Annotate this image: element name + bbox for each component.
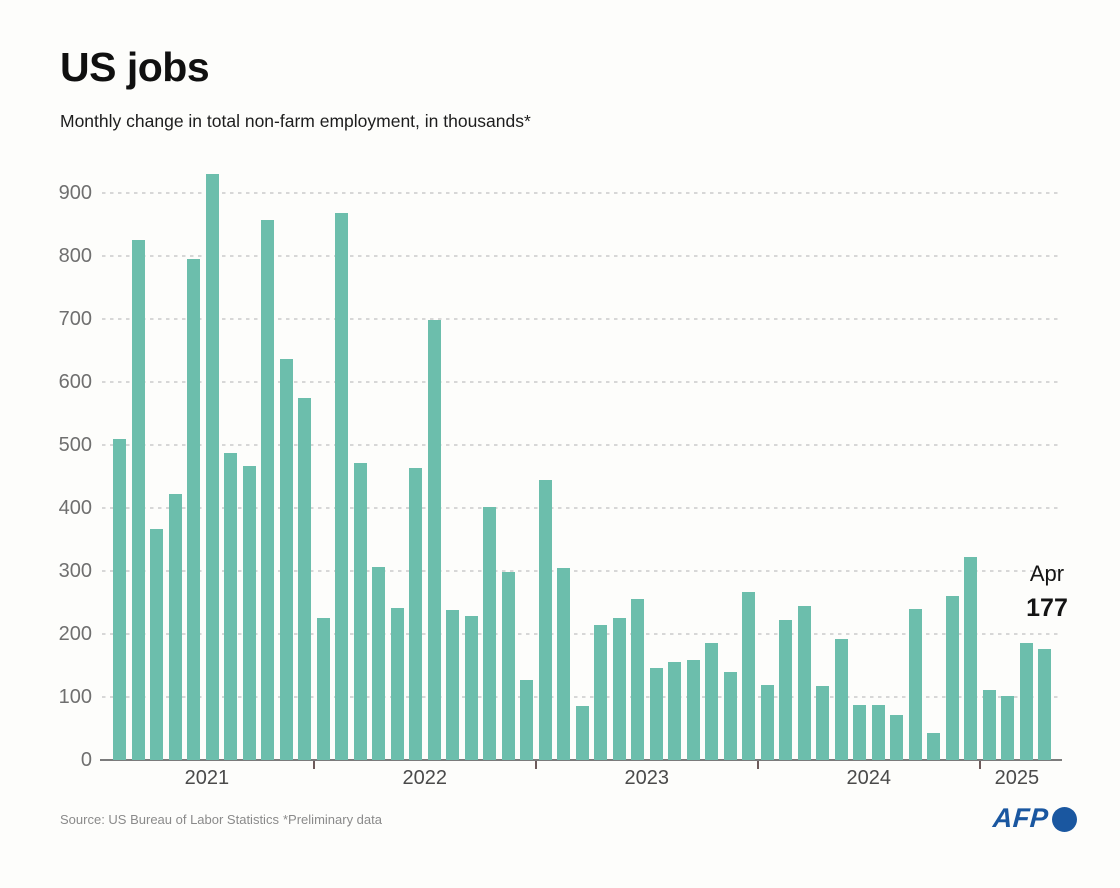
bar-apr-2025 bbox=[1038, 648, 1051, 760]
gridline-200 bbox=[102, 633, 1062, 635]
bar-jun-2023 bbox=[631, 599, 644, 760]
bar-oct-2022 bbox=[483, 507, 496, 760]
bar-aug-2022 bbox=[446, 610, 459, 760]
bar-mar-2025 bbox=[1019, 643, 1033, 760]
bar-feb-2022 bbox=[335, 213, 348, 760]
y-axis-label-300: 300 bbox=[58, 560, 92, 582]
bar-jan-2025 bbox=[982, 690, 996, 760]
gridline-500 bbox=[102, 444, 1062, 446]
x-axis-year-label-2021: 2021 bbox=[184, 767, 230, 789]
chart-subtitle: Monthly change in total non-farm employm… bbox=[60, 111, 531, 131]
bar-jun-2024 bbox=[853, 705, 866, 760]
preliminary-data-note: *Preliminary data bbox=[283, 812, 382, 827]
bar-feb-2024 bbox=[779, 620, 792, 760]
afp-logo-circle-icon bbox=[1051, 807, 1077, 832]
x-axis-line bbox=[100, 759, 1062, 761]
y-axis-label-700: 700 bbox=[58, 308, 92, 330]
annotation-value-label: 177 bbox=[1026, 594, 1068, 622]
bar-may-2021 bbox=[168, 493, 182, 760]
y-axis-label-0: 0 bbox=[80, 749, 92, 771]
annotation-month-label: Apr bbox=[1029, 561, 1065, 586]
bar-apr-2024 bbox=[816, 685, 829, 760]
gridline-900 bbox=[102, 192, 1062, 194]
bar-jul-2022 bbox=[427, 320, 441, 760]
bar-mar-2021 bbox=[131, 240, 145, 760]
bar-nov-2023 bbox=[723, 671, 737, 760]
bar-jun-2022 bbox=[409, 468, 422, 760]
bar-dec-2024 bbox=[964, 557, 977, 760]
bar-sep-2024 bbox=[908, 608, 922, 760]
x-axis-year-label-2023: 2023 bbox=[624, 767, 670, 789]
bar-jul-2023 bbox=[649, 668, 663, 760]
bar-dec-2021 bbox=[298, 397, 311, 760]
bar-apr-2021 bbox=[150, 529, 163, 760]
bar-feb-2023 bbox=[557, 567, 570, 760]
source-credit: Source: US Bureau of Labor Statistics bbox=[60, 812, 279, 827]
x-axis-year-tick bbox=[756, 761, 760, 769]
x-axis-year-label-2022: 2022 bbox=[402, 767, 448, 789]
bar-mar-2024 bbox=[797, 605, 811, 760]
bar-jul-2021 bbox=[205, 174, 219, 760]
bar-dec-2022 bbox=[520, 680, 533, 760]
afp-logo-text: AFP bbox=[991, 803, 1050, 833]
bar-mar-2022 bbox=[353, 462, 367, 760]
bar-nov-2021 bbox=[279, 358, 293, 760]
bar-jun-2021 bbox=[187, 258, 200, 760]
x-axis-year-label-2025: 2025 bbox=[994, 767, 1040, 789]
bar-may-2023 bbox=[612, 617, 626, 760]
bar-oct-2021 bbox=[261, 220, 274, 760]
bar-jul-2024 bbox=[871, 704, 885, 760]
gridline-600 bbox=[102, 381, 1062, 383]
bar-aug-2024 bbox=[890, 715, 903, 760]
plot-area: 0 100 200 300 400 500 600 700 800 900 2021 2022 2023… bbox=[59, 160, 1062, 789]
bar-sep-2021 bbox=[242, 466, 256, 760]
bar-dec-2023 bbox=[742, 591, 755, 760]
bar-aug-2021 bbox=[224, 453, 237, 760]
gridline-700 bbox=[102, 318, 1062, 320]
y-axis-label-200: 200 bbox=[58, 623, 92, 645]
bar-aug-2023 bbox=[668, 661, 681, 760]
bar-feb-2021 bbox=[113, 438, 126, 760]
afp-logo: AFP bbox=[991, 803, 1077, 834]
y-axis-label-900: 900 bbox=[58, 182, 92, 204]
y-axis-label-800: 800 bbox=[58, 245, 92, 267]
x-axis-year-label-2024: 2024 bbox=[846, 767, 892, 789]
y-axis-label-600: 600 bbox=[58, 371, 92, 393]
gridline-100 bbox=[102, 696, 1062, 698]
y-axis-label-100: 100 bbox=[58, 686, 92, 708]
x-axis-year-tick bbox=[312, 761, 316, 769]
y-axis-label-500: 500 bbox=[58, 434, 92, 456]
bar-mar-2023 bbox=[575, 706, 589, 760]
bar-jan-2024 bbox=[760, 685, 774, 760]
bar-nov-2024 bbox=[945, 595, 959, 760]
x-axis-year-tick bbox=[534, 761, 538, 769]
page-title: US jobs bbox=[60, 44, 210, 90]
gridline-400 bbox=[102, 507, 1062, 509]
bar-may-2024 bbox=[834, 639, 848, 760]
bar-jan-2023 bbox=[538, 479, 552, 760]
x-axis-year-tick bbox=[978, 761, 982, 769]
latest-point-annotation: Apr 177 bbox=[1016, 561, 1078, 623]
bar-sep-2023 bbox=[686, 660, 700, 760]
bar-sep-2022 bbox=[464, 616, 478, 760]
bar-oct-2023 bbox=[705, 643, 718, 760]
bar-apr-2022 bbox=[372, 567, 385, 760]
bar-feb-2025 bbox=[1001, 695, 1014, 760]
bar-apr-2023 bbox=[594, 624, 607, 760]
gridline-800 bbox=[102, 255, 1062, 257]
bar-oct-2024 bbox=[927, 732, 940, 760]
bar-nov-2022 bbox=[501, 572, 515, 760]
y-axis-label-400: 400 bbox=[58, 497, 92, 519]
bar-jan-2022 bbox=[316, 618, 330, 760]
gridline-300 bbox=[102, 570, 1062, 572]
bar-may-2022 bbox=[390, 607, 404, 760]
